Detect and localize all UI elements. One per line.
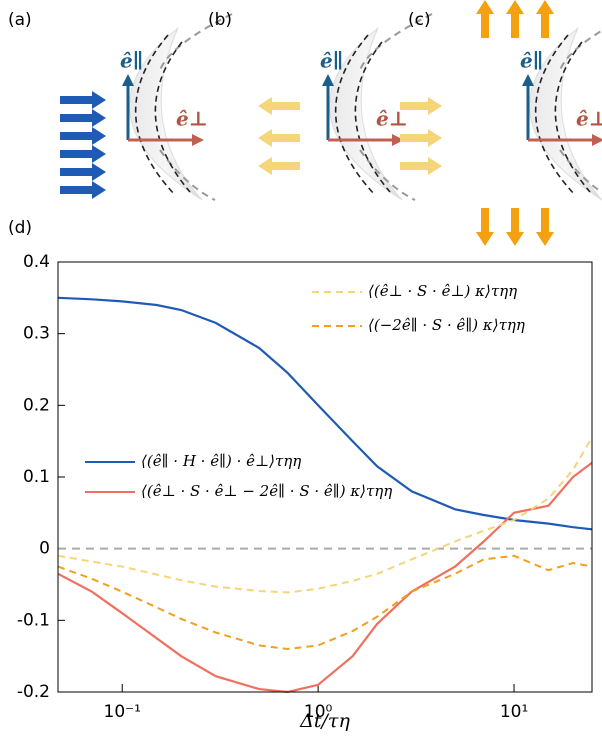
centerline xyxy=(354,41,391,193)
guide-curve xyxy=(159,13,233,71)
e-par-label: ê∥ xyxy=(520,49,543,73)
guide-curve xyxy=(559,149,602,194)
flow-arrow xyxy=(258,157,300,175)
panel-label: (c) xyxy=(408,10,431,30)
centerline xyxy=(554,41,591,193)
x-tick-label: 10¹ xyxy=(500,702,528,722)
y-tick-label: -0.2 xyxy=(17,682,50,702)
y-tick-label: -0.1 xyxy=(17,610,50,630)
flow-arrow xyxy=(400,157,442,175)
flow-arrow xyxy=(400,97,442,115)
y-tick-label: 0.1 xyxy=(23,467,50,487)
panel-label: (a) xyxy=(8,10,32,30)
flow-arrow xyxy=(60,109,106,127)
centerline xyxy=(334,34,376,196)
flow-arrow xyxy=(476,208,494,246)
guide-curve xyxy=(559,29,602,71)
crescent xyxy=(328,27,403,201)
centerline xyxy=(154,41,191,193)
flow-arrow xyxy=(400,129,442,147)
schematics: (a) ê∥ ê⊥ (b) ê∥ ê⊥ (c) ê∥ ê⊥ xyxy=(8,0,602,246)
crescent xyxy=(128,27,203,201)
guide-curve xyxy=(359,149,416,201)
flow-arrow xyxy=(60,145,106,163)
plot-frame xyxy=(57,261,593,693)
series-line xyxy=(57,437,593,594)
centerline xyxy=(534,34,576,196)
flow-arrow xyxy=(60,127,106,145)
flow-arrow xyxy=(60,181,106,199)
legend-label: ⟨(ê⊥ · S · ê⊥ − 2ê∥ · S · ê∥) κ⟩τηη xyxy=(141,482,392,500)
flow-arrow xyxy=(536,0,554,38)
centerline xyxy=(134,34,176,196)
series-line xyxy=(57,461,593,694)
series-line xyxy=(57,554,593,651)
y-tick-label: 0.2 xyxy=(23,395,50,415)
panel-label: (b) xyxy=(208,10,232,30)
legend-label: ⟨(ê⊥ · S · ê⊥) κ⟩τηη xyxy=(368,282,517,300)
legend-label: ⟨(−2ê∥ · S · ê∥) κ⟩τηη xyxy=(368,316,525,334)
x-axis-label: Δt/τη xyxy=(299,710,350,732)
flow-arrow xyxy=(536,208,554,246)
panel: (c) ê∥ ê⊥ xyxy=(408,0,602,246)
y-tick-label: 0.3 xyxy=(23,324,50,344)
e-perp-label: ê⊥ xyxy=(576,107,602,131)
chart: (d) -0.2 -0.1 0 0.1 0.2 0.3 0.4 10⁻¹ 10⁰ 10¹ Δt/τη ⟨… xyxy=(8,218,593,732)
panel-label: (d) xyxy=(8,218,32,238)
panel: (b) ê∥ ê⊥ xyxy=(208,10,442,201)
e-perp-label: ê⊥ xyxy=(176,107,208,131)
flow-arrow xyxy=(258,129,300,147)
flow-arrow xyxy=(476,0,494,38)
flow-arrow xyxy=(506,0,524,38)
y-tick-label: 0.4 xyxy=(23,252,50,272)
series-line xyxy=(57,296,593,531)
e-par-label: ê∥ xyxy=(120,49,143,73)
panel: (a) ê∥ ê⊥ xyxy=(8,10,233,201)
guide-curve xyxy=(359,13,433,71)
y-tick-label: 0 xyxy=(39,539,50,559)
x-tick-label: 10⁰ xyxy=(304,702,333,722)
legend-label: ⟨(ê∥ · H · ê∥) · ê⊥⟩τηη xyxy=(141,452,301,470)
guide-curve xyxy=(159,149,216,201)
flow-arrow xyxy=(60,163,106,181)
x-tick-label: 10⁻¹ xyxy=(104,702,141,722)
e-par-label: ê∥ xyxy=(320,49,343,73)
flow-arrow xyxy=(258,97,300,115)
e-perp-label: ê⊥ xyxy=(376,107,408,131)
flow-arrow xyxy=(506,208,524,246)
flow-arrow xyxy=(60,91,106,109)
